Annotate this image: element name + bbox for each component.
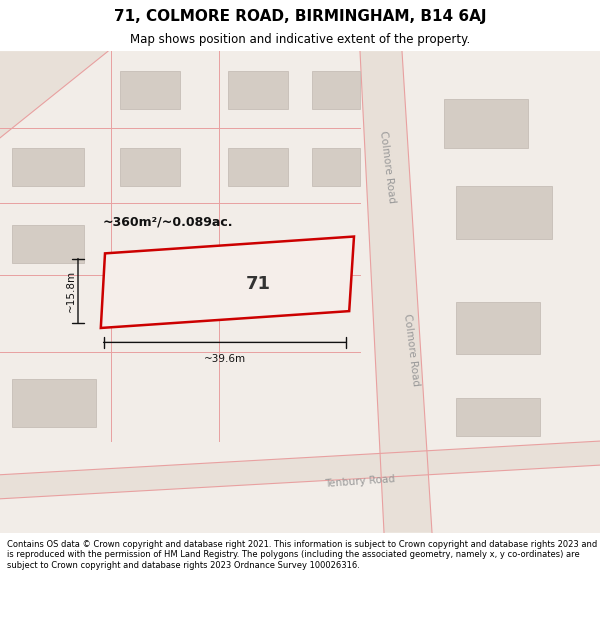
Bar [12, 224, 84, 263]
Text: ~360m²/~0.089ac.: ~360m²/~0.089ac. [103, 216, 233, 229]
Text: 71: 71 [245, 275, 271, 292]
Bar [12, 148, 84, 186]
Text: 71, COLMORE ROAD, BIRMINGHAM, B14 6AJ: 71, COLMORE ROAD, BIRMINGHAM, B14 6AJ [114, 9, 486, 24]
Polygon shape [0, 441, 600, 499]
Polygon shape [0, 51, 108, 138]
Text: Contains OS data © Crown copyright and database right 2021. This information is : Contains OS data © Crown copyright and d… [7, 540, 598, 570]
Polygon shape [101, 236, 354, 328]
Text: ~15.8m: ~15.8m [66, 269, 76, 312]
Bar [456, 301, 540, 354]
Text: ~39.6m: ~39.6m [204, 354, 246, 364]
Bar [312, 148, 360, 186]
Bar [120, 71, 180, 109]
Bar [228, 71, 288, 109]
Bar [120, 148, 180, 186]
Bar [456, 398, 540, 436]
Bar [228, 148, 288, 186]
Bar [126, 272, 165, 304]
Bar [12, 379, 96, 427]
Text: Tenbury Road: Tenbury Road [325, 474, 395, 489]
Text: Colmore Road: Colmore Road [401, 312, 421, 386]
Text: Map shows position and indicative extent of the property.: Map shows position and indicative extent… [130, 34, 470, 46]
Bar [456, 186, 552, 239]
Bar [312, 71, 360, 109]
Text: Colmore Road: Colmore Road [377, 130, 397, 204]
Bar [444, 99, 528, 148]
Polygon shape [360, 51, 432, 532]
